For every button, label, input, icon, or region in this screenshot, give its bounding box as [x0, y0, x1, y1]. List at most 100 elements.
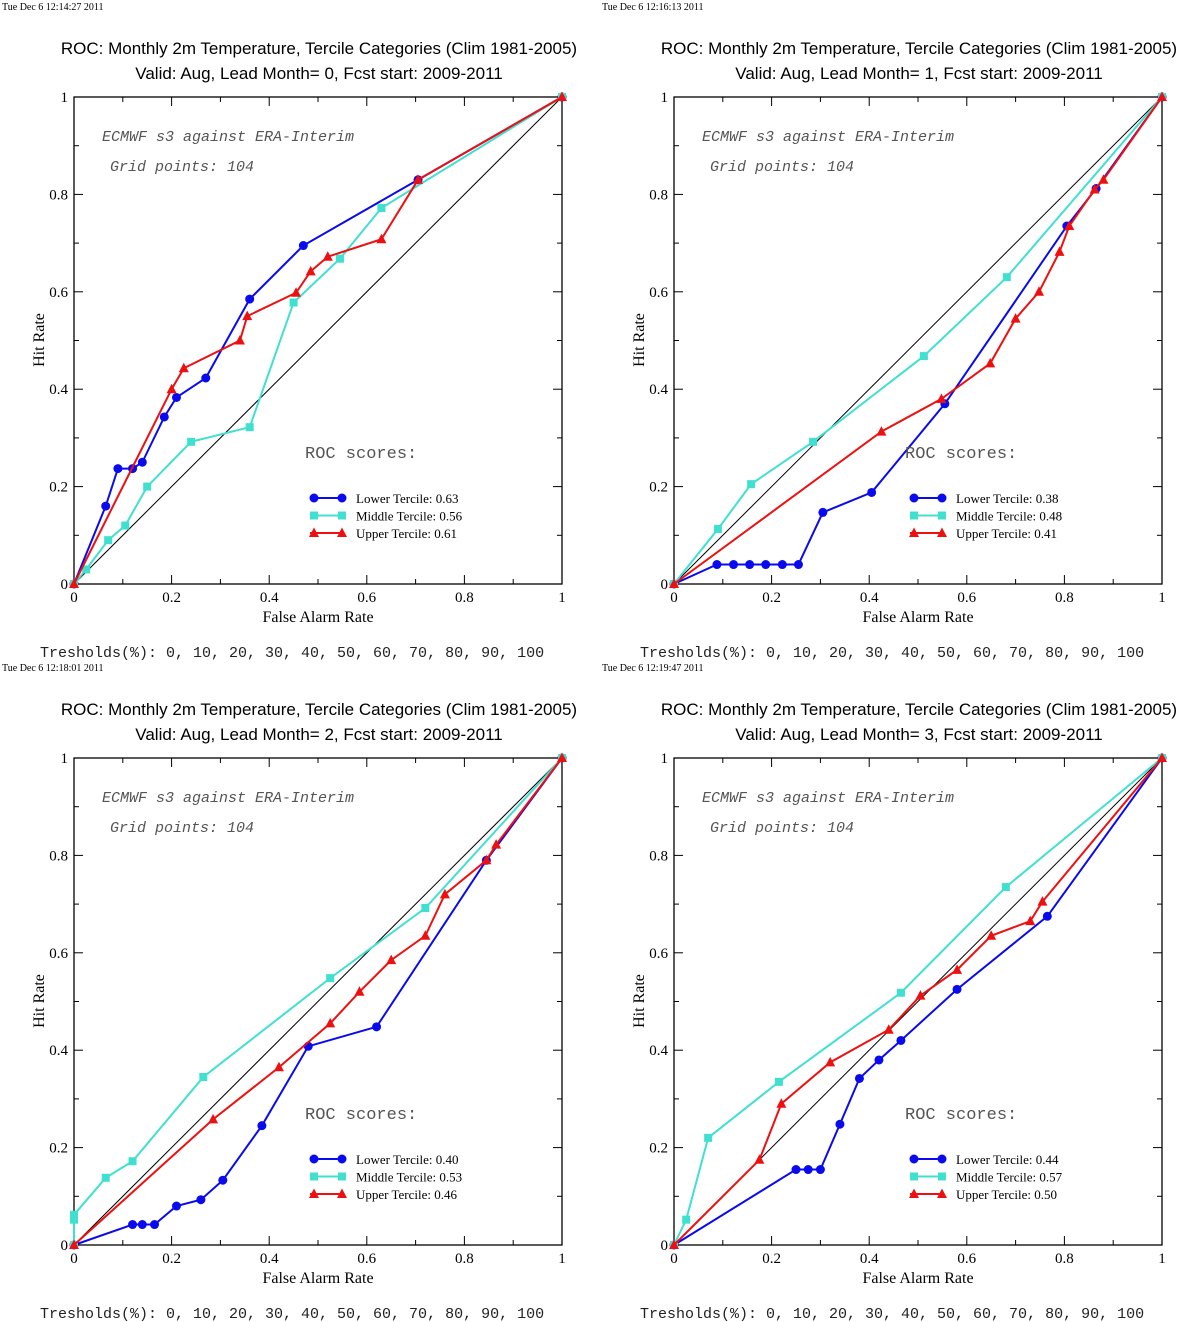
data-point	[761, 560, 771, 570]
y-tick-label: 0	[661, 577, 669, 593]
x-tick-label: 0.2	[762, 590, 781, 606]
y-tick-label: 1	[661, 751, 669, 767]
x-tick-label: 0.6	[957, 590, 976, 606]
roc-panel-0: Tue Dec 6 12:14:27 2011 ROC: Monthly 2m T…	[0, 0, 600, 661]
y-tick-label: 0.8	[649, 848, 668, 864]
x-tick-label: 0.4	[260, 590, 279, 606]
legend-marker	[337, 1188, 347, 1198]
data-point	[1010, 313, 1021, 323]
data-point	[1042, 911, 1052, 921]
roc-chart-svg: Tue Dec 6 12:19:47 2011 ROC: Monthly 2m T…	[602, 663, 1177, 1322]
x-tick-label: 1	[558, 1251, 566, 1267]
chart-subtitle: Valid: Aug, Lead Month= 3, Fcst start: 2…	[735, 725, 1102, 744]
data-point	[712, 560, 722, 570]
legend-marker	[937, 1154, 947, 1164]
x-axis-label: False Alarm Rate	[262, 1270, 373, 1287]
data-point	[245, 423, 254, 432]
data-point	[137, 1220, 147, 1230]
x-tick-label: 0.4	[260, 1251, 279, 1267]
grid-points-annotation: Grid points: 104	[710, 159, 854, 176]
series-2	[669, 91, 1167, 588]
roc-scores-heading: ROC scores:	[905, 445, 1017, 464]
legend-entry: Lower Tercile: 0.38	[956, 491, 1058, 506]
x-axis-label: False Alarm Rate	[262, 609, 373, 626]
data-point	[101, 501, 111, 511]
data-point	[704, 1133, 713, 1142]
data-point	[876, 426, 887, 436]
data-point	[171, 392, 181, 402]
source-annotation: ECMWF s3 against ERA-Interim	[102, 790, 354, 807]
roc-scores-heading: ROC scores:	[305, 1106, 417, 1125]
x-tick-label: 0.6	[357, 1251, 376, 1267]
y-tick-label: 0.6	[649, 946, 668, 962]
data-point	[376, 233, 387, 244]
no-skill-diagonal	[673, 96, 1163, 585]
legend-entry: Lower Tercile: 0.63	[356, 491, 458, 506]
y-tick-label: 0	[61, 577, 69, 593]
series-2	[669, 752, 1167, 1249]
data-point	[713, 524, 722, 533]
data-point	[377, 204, 386, 213]
roc-scores-heading: ROC scores:	[305, 445, 417, 464]
x-tick-label: 0.8	[1055, 590, 1074, 606]
data-point	[159, 412, 169, 422]
chart-subtitle: Valid: Aug, Lead Month= 1, Fcst start: 2…	[735, 64, 1102, 83]
x-tick-label: 0.2	[162, 1251, 181, 1267]
data-point	[1064, 220, 1075, 231]
legend: Lower Tercile: 0.63 Middle Tercile: 0.56 U…	[309, 491, 463, 541]
data-point	[101, 1173, 110, 1182]
data-point	[896, 988, 905, 997]
y-tick-label: 1	[61, 90, 69, 106]
data-point	[1157, 752, 1167, 762]
data-point	[322, 251, 333, 261]
data-point	[386, 954, 397, 965]
y-tick-label: 0.4	[49, 382, 68, 398]
data-point	[208, 1113, 219, 1124]
roc-chart-svg: Tue Dec 6 12:18:01 2011 ROC: Monthly 2m T…	[2, 663, 577, 1322]
data-point	[234, 335, 245, 345]
data-point	[69, 1239, 79, 1249]
data-point	[137, 457, 147, 467]
data-point	[1098, 174, 1109, 184]
data-point	[439, 888, 450, 899]
data-point	[128, 1220, 138, 1230]
x-tick-label: 0.2	[162, 590, 181, 606]
data-point	[809, 437, 818, 446]
x-tick-label: 0	[670, 590, 678, 606]
data-point	[1037, 896, 1048, 906]
timestamp: Tue Dec 6 12:14:27 2011	[2, 2, 103, 13]
data-point	[199, 1072, 208, 1081]
series-2	[69, 752, 567, 1249]
source-annotation: ECMWF s3 against ERA-Interim	[102, 129, 354, 146]
data-point	[557, 752, 567, 762]
legend-entry: Upper Tercile: 0.61	[356, 526, 457, 541]
legend-entry: Middle Tercile: 0.56	[356, 509, 463, 524]
y-tick-label: 0.8	[49, 848, 68, 864]
data-point	[298, 241, 308, 251]
legend-entry: Upper Tercile: 0.50	[956, 1187, 1057, 1202]
timestamp: Tue Dec 6 12:18:01 2011	[2, 663, 103, 674]
y-tick-label: 0.4	[49, 1043, 68, 1059]
roc-panel-2: Tue Dec 6 12:18:01 2011 ROC: Monthly 2m T…	[0, 661, 600, 1322]
x-tick-label: 0.4	[860, 1251, 879, 1267]
data-point	[413, 174, 424, 184]
data-point	[791, 1165, 801, 1175]
x-axis-label: False Alarm Rate	[862, 1270, 973, 1287]
no-skill-diagonal	[73, 96, 563, 585]
data-point	[874, 1055, 884, 1065]
data-point	[835, 1119, 845, 1129]
y-tick-label: 0.2	[49, 480, 68, 496]
data-point	[1054, 246, 1065, 256]
legend: Lower Tercile: 0.40 Middle Tercile: 0.53 U…	[309, 1152, 462, 1202]
data-point	[291, 287, 302, 297]
roc-panel-3: Tue Dec 6 12:19:47 2011 ROC: Monthly 2m T…	[600, 661, 1200, 1322]
data-point	[201, 373, 211, 383]
data-point	[936, 393, 947, 403]
y-tick-label: 0.6	[49, 946, 68, 962]
y-tick-label: 1	[661, 90, 669, 106]
legend-marker	[337, 493, 347, 503]
legend-marker	[937, 527, 947, 537]
x-tick-label: 0	[70, 1251, 78, 1267]
y-tick-label: 0.4	[649, 382, 668, 398]
data-point	[335, 254, 344, 263]
